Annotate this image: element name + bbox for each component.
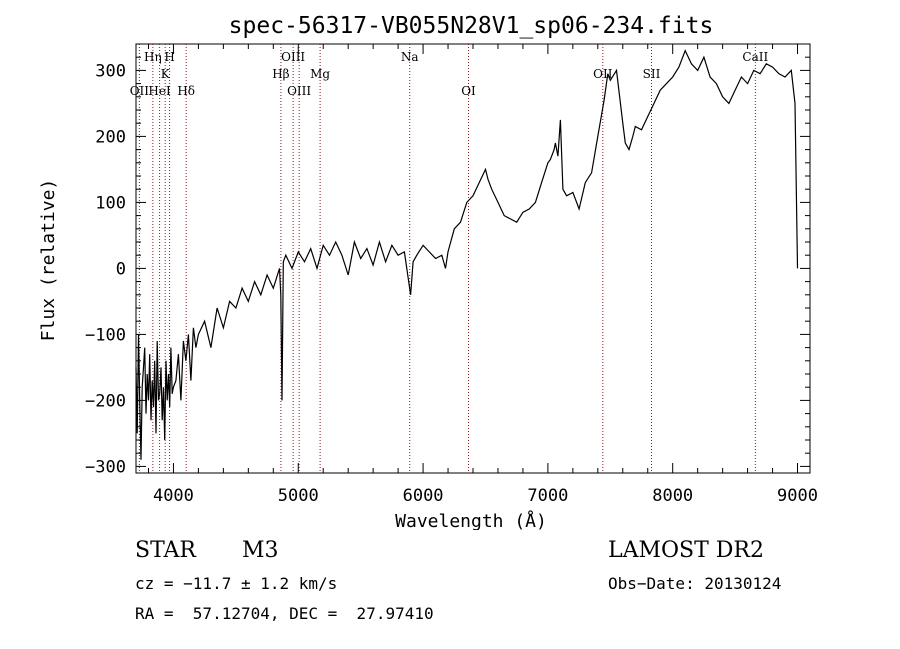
object-class: STAR [135, 538, 196, 563]
x-axis-ticks [147, 44, 799, 473]
y-axis-tick-labels: −300 −200 −100 0 100 200 300 [85, 61, 126, 477]
line-label-13: SII [643, 67, 661, 81]
chart-title: spec-56317-VB055N28V1_sp06-234.fits [229, 13, 714, 39]
line-label-14: CaII [742, 50, 768, 64]
line-label-4: H [164, 50, 174, 64]
x-axis-label: Wavelength (Å) [395, 510, 547, 530]
line-label-11: OI [461, 84, 476, 98]
line-label-10: Na [401, 50, 419, 64]
y-axis-label: Flux (relative) [38, 179, 59, 342]
line-label-5: Hδ [177, 84, 195, 98]
observation-date: Obs−Date: 20130124 [608, 574, 782, 593]
x-tick-label-1: 5000 [278, 486, 319, 506]
line-label-2: HeI [148, 84, 171, 98]
x-tick-label-4: 8000 [652, 486, 693, 506]
line-label-8: OIII [287, 84, 311, 98]
line-label-1: Hη [144, 50, 162, 64]
y-tick-label-0: −300 [85, 457, 126, 477]
line-label-3: K [161, 67, 171, 81]
x-tick-label-2: 6000 [403, 486, 444, 506]
coordinates: RA = 57.12704, DEC = 27.97410 [135, 604, 434, 623]
redshift-velocity: cz = −11.7 ± 1.2 km/s [135, 574, 338, 593]
y-tick-label-5: 200 [95, 127, 126, 147]
y-tick-label-4: 100 [95, 193, 126, 213]
y-tick-label-1: −200 [85, 391, 126, 411]
y-tick-label-2: −100 [85, 325, 126, 345]
survey-name: LAMOST DR2 [608, 538, 764, 563]
y-tick-label-6: 300 [95, 61, 126, 81]
line-label-9: Mg [310, 67, 330, 81]
object-subclass: M3 [242, 538, 279, 563]
line-label-7: OIII [281, 50, 305, 64]
line-label-6: Hβ [272, 67, 289, 81]
y-axis-ticks [136, 56, 810, 467]
spectrum-line [135, 49, 799, 460]
y-tick-label-3: 0 [116, 259, 126, 279]
line-label-0: OII [130, 84, 150, 98]
spectrum-chart: spec-56317-VB055N28V1_sp06-234.fits OIIH… [38, 13, 818, 530]
x-tick-label-3: 7000 [527, 486, 568, 506]
plot-frame [135, 43, 811, 474]
x-axis-tick-labels: 4000 5000 6000 7000 8000 9000 [153, 486, 818, 506]
x-tick-label-5: 9000 [777, 486, 818, 506]
x-tick-label-0: 4000 [153, 486, 194, 506]
